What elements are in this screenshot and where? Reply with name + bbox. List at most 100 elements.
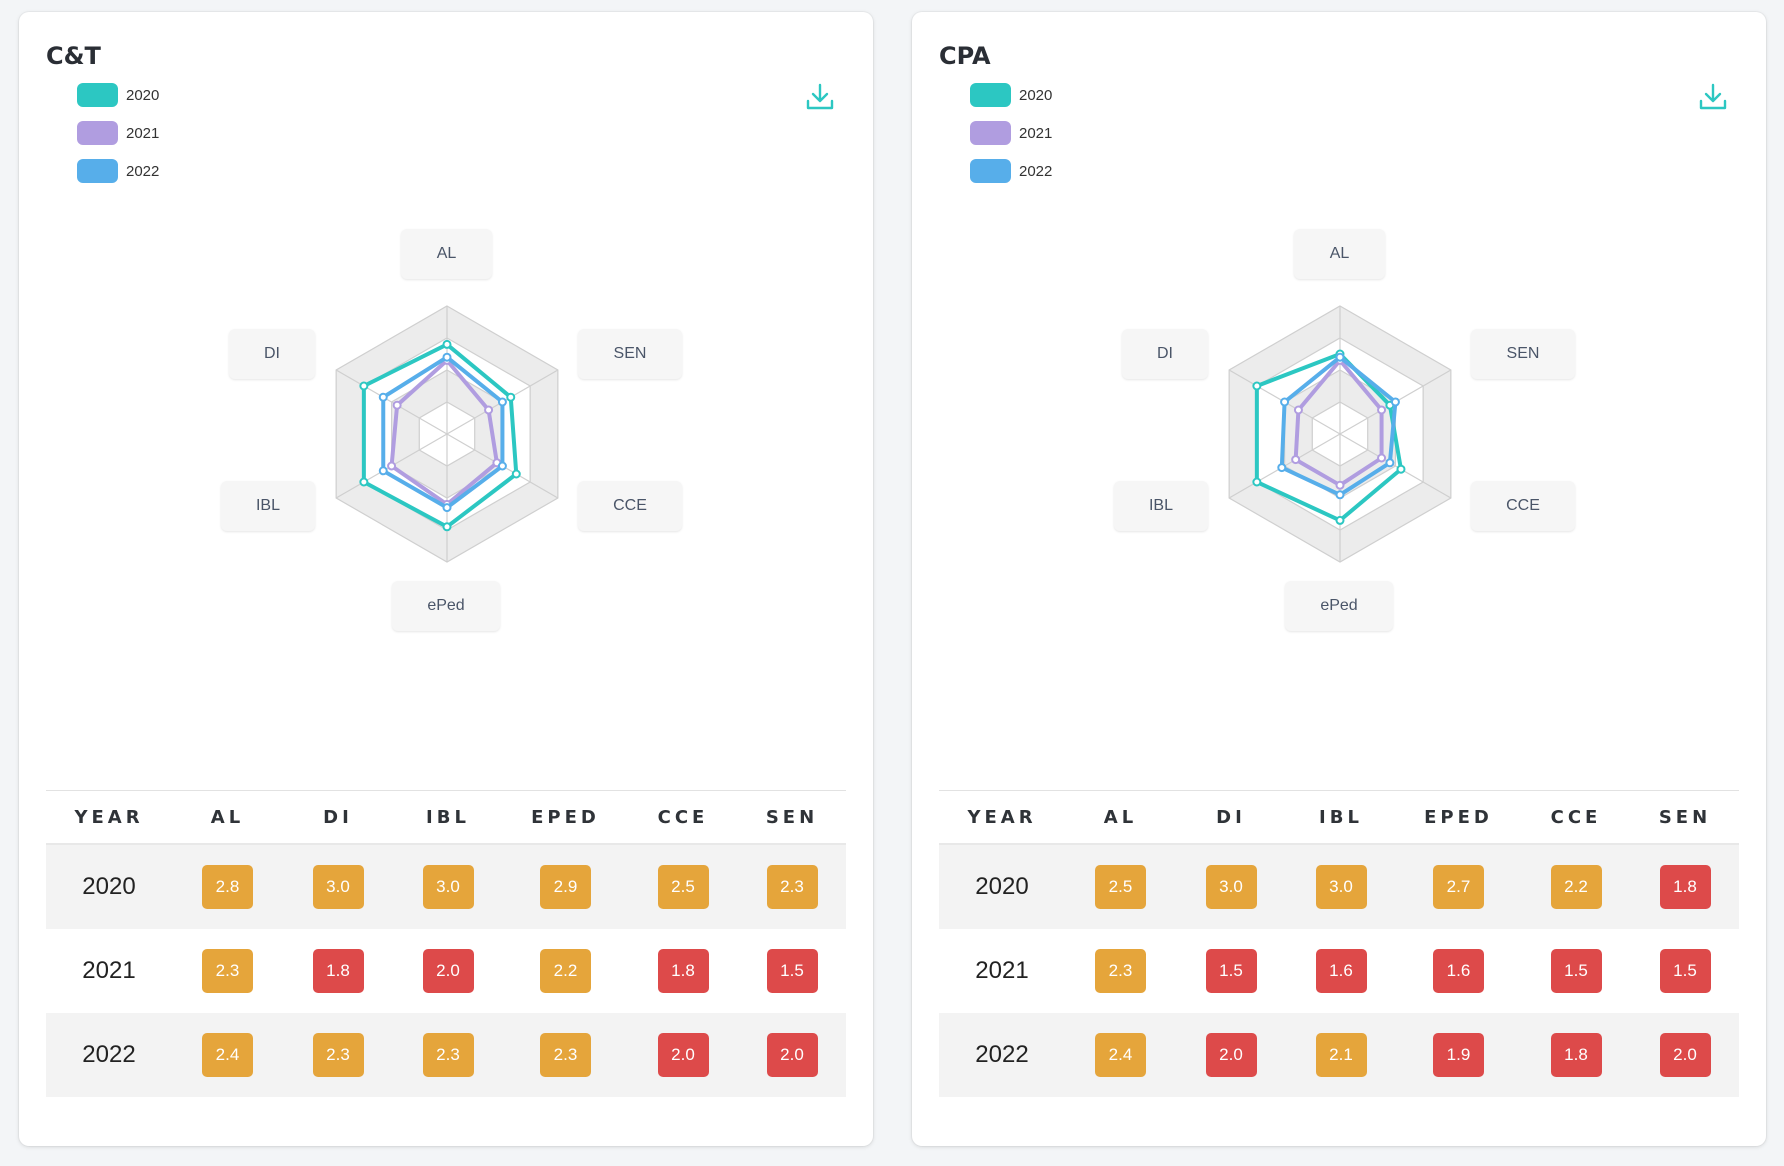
table-row: 2022 2.4 2.3 2.3 2.3 2.0 2.0 — [46, 1013, 846, 1097]
data-point — [1335, 352, 1345, 362]
card-ct: C&T 2020 2021 2022 AL SEN CCE ePed IBL D… — [19, 12, 873, 1146]
legend: 2020 2021 2022 — [77, 76, 159, 190]
card-cpa: CPA 2020 2021 2022 AL SEN CCE ePed IBL D… — [912, 12, 1766, 1146]
legend-item-2021[interactable]: 2021 — [77, 114, 159, 152]
data-point — [1252, 477, 1262, 487]
legend-label: 2020 — [1019, 86, 1053, 104]
data-point — [359, 477, 369, 487]
header-eped: EPED — [531, 806, 600, 828]
axis-label-al: AL — [401, 229, 492, 279]
table-header: YEAR AL DI IBL EPED CCE SEN — [939, 791, 1739, 845]
header-ibl: IBL — [426, 806, 470, 828]
data-point — [378, 392, 388, 402]
score-badge: 3.0 — [312, 865, 364, 909]
data-point — [442, 503, 452, 513]
score-badge: 2.4 — [1095, 1033, 1146, 1077]
year-cell: 2020 — [82, 873, 136, 900]
legend-label: 2022 — [126, 162, 160, 180]
legend-swatch-2021 — [970, 121, 1011, 145]
legend-swatch-2020 — [77, 83, 118, 107]
header-di: DI — [323, 806, 353, 828]
data-point — [1377, 405, 1387, 415]
axis-label-ibl: IBL — [1114, 481, 1208, 531]
table-header: YEAR AL DI IBL EPED CCE SEN — [46, 791, 846, 845]
legend-label: 2020 — [126, 86, 160, 104]
legend-item-2021[interactable]: 2021 — [970, 114, 1052, 152]
axis-label-ibl: IBL — [221, 481, 315, 531]
score-badge: 2.3 — [766, 865, 818, 909]
legend: 2020 2021 2022 — [970, 76, 1052, 190]
score-badge: 2.1 — [1315, 1033, 1367, 1077]
score-badge: 2.8 — [202, 865, 253, 909]
score-badge: 2.3 — [540, 1033, 591, 1077]
data-point — [1385, 458, 1395, 468]
score-badge: 2.2 — [540, 949, 591, 993]
radar-chart — [1228, 305, 1452, 563]
score-badge: 1.5 — [1659, 949, 1711, 993]
score-badge: 2.0 — [766, 1033, 818, 1077]
score-badge: 2.0 — [1659, 1033, 1711, 1077]
score-badge: 2.5 — [657, 865, 709, 909]
scores-table: YEAR AL DI IBL EPED CCE SEN 2020 2.8 3.0… — [46, 790, 846, 1097]
table-row: 2021 2.3 1.8 2.0 2.2 1.8 1.5 — [46, 929, 846, 1013]
score-badge: 2.3 — [312, 1033, 364, 1077]
score-badge: 1.5 — [1550, 949, 1602, 993]
data-point — [442, 339, 452, 349]
score-badge: 2.0 — [657, 1033, 709, 1077]
legend-label: 2022 — [1019, 162, 1053, 180]
data-point — [1390, 397, 1400, 407]
axis-label-di: DI — [229, 329, 315, 379]
data-point — [1377, 453, 1387, 463]
card-title: C&T — [46, 42, 101, 70]
data-point — [506, 392, 516, 402]
score-badge: 2.7 — [1433, 865, 1484, 909]
score-badge: 1.8 — [312, 949, 364, 993]
header-cce: CCE — [657, 806, 709, 828]
table-row: 2022 2.4 2.0 2.1 1.9 1.8 2.0 — [939, 1013, 1739, 1097]
score-badge: 1.5 — [766, 949, 818, 993]
axis-label-cce: CCE — [578, 481, 682, 531]
axis-label-di: DI — [1122, 329, 1208, 379]
legend-swatch-2021 — [77, 121, 118, 145]
score-badge: 2.9 — [540, 865, 591, 909]
download-icon[interactable] — [803, 80, 837, 114]
legend-item-2022[interactable]: 2022 — [970, 152, 1052, 190]
year-cell: 2022 — [975, 1041, 1029, 1068]
score-badge: 2.5 — [1095, 865, 1146, 909]
axis-label-cce: CCE — [1471, 481, 1575, 531]
score-badge: 1.6 — [1315, 949, 1367, 993]
data-point — [1293, 405, 1303, 415]
score-badge: 3.0 — [1205, 865, 1257, 909]
data-point — [1252, 381, 1262, 391]
data-point — [378, 466, 388, 476]
score-badge: 1.5 — [1205, 949, 1257, 993]
year-cell: 2021 — [975, 957, 1029, 984]
data-point — [1335, 490, 1345, 500]
data-point — [359, 381, 369, 391]
legend-swatch-2022 — [77, 159, 118, 183]
legend-item-2020[interactable]: 2020 — [77, 76, 159, 114]
score-badge: 1.8 — [1659, 865, 1711, 909]
header-di: DI — [1216, 806, 1246, 828]
year-cell: 2020 — [975, 873, 1029, 900]
header-year: YEAR — [967, 806, 1037, 828]
legend-item-2022[interactable]: 2022 — [77, 152, 159, 190]
data-point — [387, 461, 397, 471]
download-icon[interactable] — [1696, 80, 1730, 114]
data-point — [497, 461, 507, 471]
radar-chart — [335, 305, 559, 563]
legend-item-2020[interactable]: 2020 — [970, 76, 1052, 114]
header-sen: SEN — [765, 806, 819, 828]
data-point — [1277, 463, 1287, 473]
axis-label-eped: ePed — [1285, 581, 1393, 631]
data-point — [497, 397, 507, 407]
scores-table: YEAR AL DI IBL EPED CCE SEN 2020 2.5 3.0… — [939, 790, 1739, 1097]
score-badge: 2.0 — [1205, 1033, 1257, 1077]
data-point — [1291, 455, 1301, 465]
header-al: AL — [1103, 806, 1138, 828]
header-year: YEAR — [74, 806, 144, 828]
axis-label-al: AL — [1294, 229, 1385, 279]
score-badge: 2.4 — [202, 1033, 253, 1077]
header-al: AL — [210, 806, 245, 828]
score-badge: 3.0 — [422, 865, 474, 909]
